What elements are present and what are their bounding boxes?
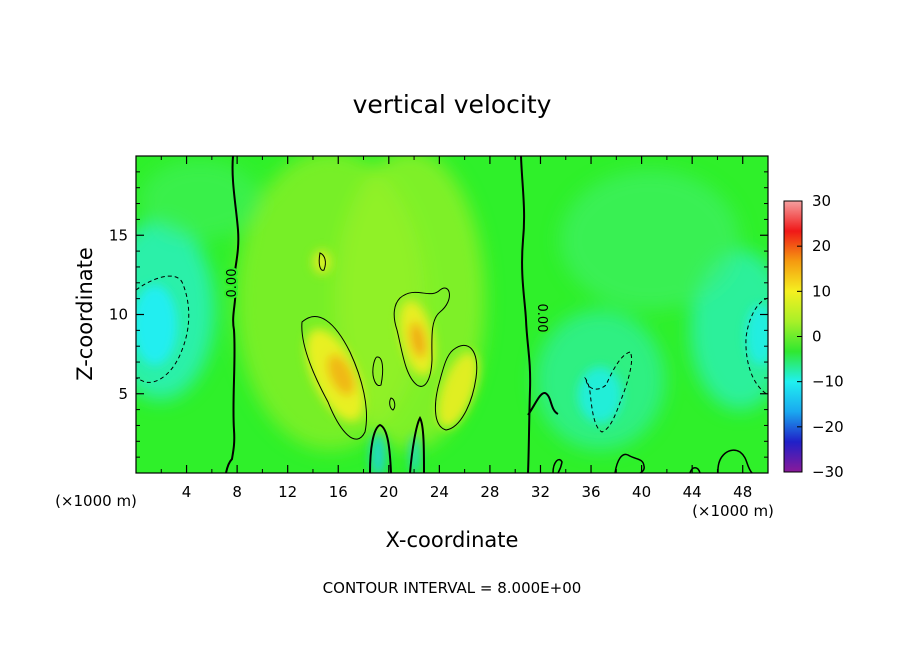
x-tick-label: 36 (581, 483, 600, 501)
chart-title: vertical velocity (353, 90, 552, 119)
y-tick-label: 5 (118, 385, 128, 403)
x-tick-label: 12 (278, 483, 297, 501)
x-tick-label: 44 (683, 483, 702, 501)
field-cores (136, 250, 768, 473)
zero-contour-left (225, 156, 240, 473)
contour-label: 0.00 (225, 269, 240, 298)
zero-contour-right (520, 156, 532, 473)
x-unit-right: (×1000 m) (692, 502, 774, 520)
colorbar-tick-label: 30 (812, 192, 831, 210)
y-tick-label: 15 (109, 226, 128, 244)
x-axis-label: X-coordinate (386, 528, 519, 552)
x-tick-label: 40 (632, 483, 651, 501)
small-contour (552, 458, 563, 473)
x-tick-label: 32 (531, 483, 550, 501)
x-axis-ticks: 4 8 12 16 20 24 28 32 36 40 44 48 (160, 156, 752, 501)
x-tick-label: 20 (379, 483, 398, 501)
positive-contour (372, 356, 384, 387)
colorbar-ticks: 30 20 10 0 −10 −20 −30 (797, 192, 844, 481)
x-tick-label: 4 (182, 483, 192, 501)
colorbar-tick-label: −20 (812, 418, 844, 436)
colorbar-tick-label: −30 (812, 463, 844, 481)
x-unit-left: (×1000 m) (55, 492, 137, 510)
positive-contour (389, 397, 396, 411)
small-contour (689, 467, 701, 473)
positive-contour (301, 316, 368, 440)
colorbar-tick-label: 20 (812, 237, 831, 255)
field-blob (560, 170, 740, 310)
field-core (136, 285, 177, 365)
dashed-contour (584, 351, 633, 433)
positive-contour (318, 252, 326, 271)
field-core (746, 305, 768, 365)
contour-label: 0.00 (534, 304, 549, 333)
positive-contour (435, 344, 478, 431)
y-axis-ticks: 5 10 15 (109, 171, 768, 458)
contour-labels: 0.00 0.00 (223, 267, 551, 335)
negative-contour (369, 423, 392, 473)
field-shading (136, 156, 768, 450)
field-core (437, 352, 479, 428)
x-tick-label: 28 (480, 483, 499, 501)
field-core (578, 367, 622, 423)
contour-interval-note: CONTOUR INTERVAL = 8.000E+00 (323, 579, 582, 597)
x-tick-label: 24 (430, 483, 449, 501)
field-core (410, 322, 426, 358)
colorbar-tick-label: −10 (812, 373, 844, 391)
contour-lines (136, 156, 768, 473)
x-tick-label: 16 (329, 483, 348, 501)
y-axis-label: Z-coordinate (73, 247, 97, 381)
y-tick-label: 10 (109, 306, 128, 324)
field-core (313, 250, 331, 274)
x-tick-label: 48 (733, 483, 752, 501)
positive-contour (393, 287, 450, 387)
negative-contour (409, 415, 425, 473)
dashed-contour (136, 275, 190, 383)
field-core (327, 354, 355, 396)
x-tick-label: 8 (232, 483, 242, 501)
colorbar-tick-label: 10 (812, 282, 831, 300)
field-blob (140, 160, 260, 240)
small-contour (717, 449, 753, 473)
field-core (370, 433, 386, 473)
velocity-field (136, 156, 768, 473)
colorbar-tick-label: 0 (812, 328, 822, 346)
zero-contour-branch (527, 392, 559, 416)
small-contour (614, 453, 645, 473)
